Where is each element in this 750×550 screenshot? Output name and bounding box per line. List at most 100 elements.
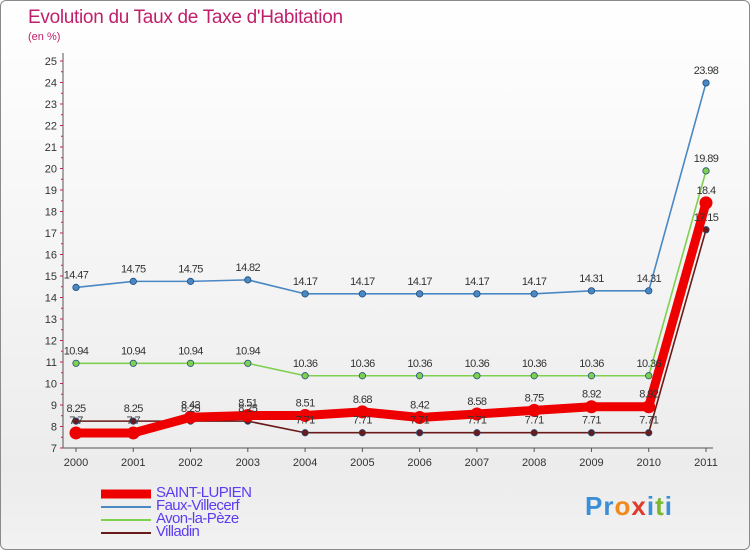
- x-tick-label: 2010: [636, 457, 660, 469]
- data-label: 8.68: [353, 394, 372, 406]
- data-label: 10.94: [236, 345, 261, 357]
- data-label: 14.17: [522, 276, 547, 288]
- data-point: [702, 79, 710, 87]
- labels-layer: 14.47 14.75 14.75 14.82 14.17 14.17 14.17 14.17…: [64, 65, 720, 427]
- legend-item: Avon-la-Pèze: [101, 510, 301, 527]
- y-tick-label: 19: [45, 185, 57, 197]
- legend-item: SAINT-LUPIEN: [101, 484, 301, 501]
- y-tick-label: 23: [45, 99, 57, 111]
- data-point: [530, 290, 538, 298]
- data-label: 18.4: [696, 185, 715, 197]
- data-label: 7.71: [639, 415, 658, 427]
- legend-label: SAINT-LUPIEN: [156, 484, 252, 501]
- data-label: 7.71: [525, 415, 544, 427]
- data-point: [72, 283, 80, 291]
- axes: 7 8 9 10 11 12 13 14 15 16 17 18 19 20 21 22 23 24 25 2000 2…: [45, 53, 718, 469]
- x-tick-label: 2005: [350, 457, 374, 469]
- chart-subtitle: (en %): [28, 31, 61, 43]
- logo-letter: i: [664, 491, 673, 521]
- data-label: 14.75: [121, 263, 146, 275]
- data-label: 10.94: [121, 345, 146, 357]
- data-point: [473, 372, 481, 380]
- legend-swatch: [101, 518, 151, 521]
- data-label: 8.75: [525, 392, 544, 404]
- data-point: [587, 287, 596, 295]
- logo-letter: P: [585, 491, 604, 521]
- proxiti-logo: Proxiti: [585, 491, 673, 522]
- data-point: [301, 429, 309, 437]
- data-label: 23.98: [694, 65, 719, 77]
- data-label: 8.58: [467, 396, 486, 408]
- data-label: 8.51: [238, 398, 257, 410]
- data-label: 7.71: [467, 415, 486, 427]
- data-point: [129, 359, 137, 367]
- data-point: [244, 276, 252, 284]
- data-point: [645, 429, 653, 437]
- y-tick-label: 21: [45, 142, 57, 154]
- data-point: [699, 196, 713, 210]
- series-layer: [69, 79, 713, 440]
- data-point: [186, 277, 195, 285]
- series-line: [71, 198, 711, 438]
- series-line: [75, 170, 707, 377]
- data-label: 8.25: [124, 403, 143, 415]
- x-tick-label: 2008: [522, 457, 546, 469]
- y-tick-label: 13: [45, 314, 57, 326]
- data-point: [72, 417, 80, 425]
- legend-swatch: [101, 505, 151, 508]
- data-point: [244, 359, 252, 367]
- legend-item: Villadin: [101, 523, 301, 540]
- data-point: [645, 372, 653, 380]
- y-tick-label: 17: [45, 228, 57, 240]
- data-point: [530, 372, 538, 380]
- data-point: [645, 287, 653, 295]
- data-point: [416, 290, 424, 298]
- data-label: 7.7: [69, 415, 83, 427]
- data-label: 8.25: [181, 403, 200, 415]
- data-point: [129, 277, 137, 285]
- data-point: [587, 372, 596, 380]
- data-label: 10.94: [64, 345, 89, 357]
- data-label: 14.82: [236, 262, 261, 274]
- data-label: 8.92: [639, 389, 658, 401]
- y-tick-label: 10: [45, 379, 57, 391]
- data-label: 14.17: [350, 276, 375, 288]
- data-point: [186, 359, 195, 367]
- legend: SAINT-LUPIEN Faux-Villecerf Avon-la-Pèze Vi…: [101, 484, 301, 540]
- data-label: 10.36: [350, 358, 375, 370]
- data-point: [358, 372, 366, 380]
- data-point: [587, 429, 596, 437]
- data-point: [470, 407, 484, 421]
- data-label: 7.71: [353, 415, 372, 427]
- data-label: 10.36: [636, 358, 661, 370]
- data-point: [702, 226, 710, 234]
- y-tick-label: 25: [45, 56, 57, 68]
- data-label: 14.31: [636, 273, 661, 285]
- data-point: [69, 426, 83, 440]
- legend-swatch: [101, 531, 151, 534]
- x-tick-label: 2000: [64, 457, 88, 469]
- data-label: 14.75: [178, 263, 203, 275]
- data-point: [72, 359, 80, 367]
- series-avon-la-peze: [72, 167, 710, 380]
- data-label: 7.71: [410, 415, 429, 427]
- data-label: 10.36: [579, 358, 604, 370]
- data-point: [473, 429, 481, 437]
- data-point: [530, 429, 538, 437]
- data-label: 10.36: [293, 358, 318, 370]
- y-tick-label: 7: [51, 443, 57, 455]
- x-tick-label: 2001: [121, 457, 145, 469]
- x-tick-label: 2004: [293, 457, 317, 469]
- y-tick-label: 15: [45, 271, 57, 283]
- y-tick-label: 8: [51, 422, 57, 434]
- data-point: [358, 429, 366, 437]
- logo-letter: i: [646, 491, 656, 521]
- data-label: 7.71: [582, 415, 601, 427]
- y-tick-label: 12: [45, 336, 57, 348]
- y-tick-label: 14: [45, 293, 57, 305]
- data-point: [184, 410, 198, 424]
- data-label: 8.43: [181, 399, 200, 411]
- y-tick-label: 22: [45, 121, 57, 133]
- y-tick-label: 9: [51, 400, 57, 412]
